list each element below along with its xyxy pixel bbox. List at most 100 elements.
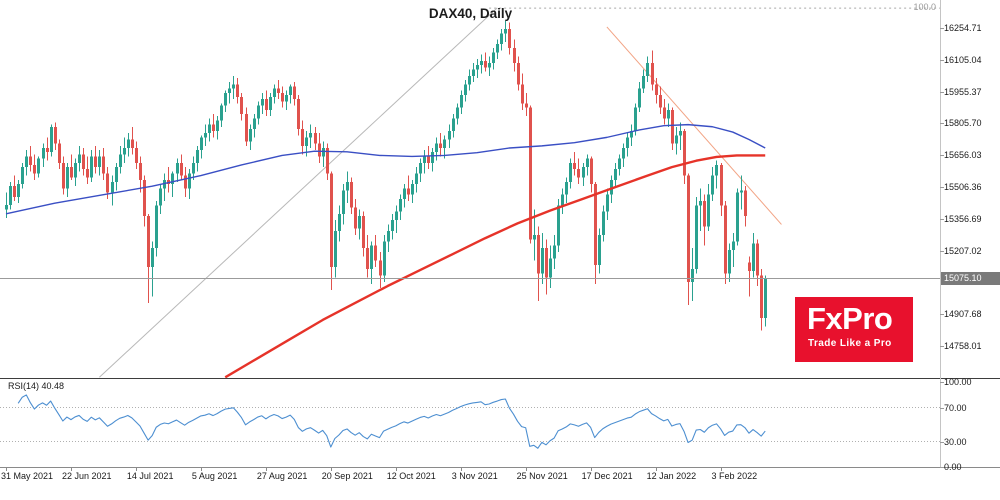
time-axis-label: 20 Sep 2021 [321,471,373,481]
candle-body [748,262,751,272]
candle-body [354,207,357,229]
candle-body [500,33,503,44]
candle-body [281,92,284,102]
ascending-support-trendline[interactable] [99,7,498,378]
candle-body [569,162,572,182]
rsi-line [17,394,766,449]
candle-body [622,147,625,159]
price-tickmark [940,155,944,156]
candle-body [504,29,507,34]
price-tick-label: 15207.02 [944,245,982,256]
candle-body [651,63,654,85]
candle-body [667,109,670,119]
candle-body [703,201,706,227]
candle-body [216,120,219,132]
candle-body [322,147,325,157]
candle-body [309,133,312,138]
time-tickmark [266,467,267,471]
rsi-panel[interactable] [0,379,941,467]
candle-body [683,131,686,176]
candle-body [370,245,373,270]
candle-body [687,175,690,282]
candle-body [476,65,479,70]
candle-body [17,184,20,197]
candle-body [533,235,536,240]
candle-body [196,150,199,163]
price-tickmark [940,187,944,188]
candle-body [374,245,377,261]
price-tickmark [940,219,944,220]
candle-body [695,205,698,270]
fxpro-logo: FxPro Trade Like a Pro [795,297,913,362]
candle-body [468,75,471,85]
candle-body [760,275,763,318]
candle-body [139,162,142,180]
candle-body [176,162,179,174]
ma-red-line[interactable] [224,154,766,379]
candle-body [659,94,662,108]
candle-body [285,94,288,102]
candle-body [54,126,57,144]
candle-body [764,278,767,318]
time-tickmark [721,467,722,471]
candle-body [480,60,483,66]
candle-body [127,139,130,148]
candle-body [184,175,187,189]
candle-body [98,156,101,168]
candle-body [147,215,150,267]
price-tick-label: 15356.69 [944,213,982,224]
candle-body [192,162,195,174]
candle-body [557,205,560,246]
candle-body [326,147,329,174]
candle-body [439,143,442,148]
candle-body [626,137,629,148]
candle-body [204,133,207,138]
candle-body [90,156,93,178]
time-axis-label: 25 Nov 2021 [516,471,568,481]
candle-body [407,188,410,195]
candle-body [111,181,114,193]
candle-body [338,213,341,231]
candle-body [143,179,146,216]
candle-body [5,205,8,210]
candle-body [301,128,304,146]
candle-body [756,243,759,276]
candles-group [5,20,767,331]
candle-body [541,247,544,274]
candle-body [261,99,264,106]
time-axis[interactable]: 31 May 2021 22 Jun 2021 14 Jul 2021 5 Aug 2… [0,467,1000,500]
candle-body [427,156,430,163]
rsi-tick-label: 100.00 [944,377,972,387]
candle-body [362,215,365,248]
candle-body [70,167,73,178]
candle-body [452,118,455,132]
price-tickmark [940,251,944,252]
time-axis-label: 5 Aug 2021 [191,471,238,481]
candle-body [159,188,162,206]
candle-body [448,131,451,140]
candle-body [106,173,109,193]
candle-body [46,147,49,153]
time-tickmark [591,467,592,471]
candle-body [732,241,735,250]
candle-body [224,92,227,106]
candle-body [273,88,276,98]
candle-body [74,162,77,178]
candle-body [724,205,727,274]
main-rsi-separator[interactable] [0,378,1000,379]
price-tick-label: 14758.01 [944,340,982,351]
rsi-tickmark [940,467,944,468]
price-axis-border [940,0,941,467]
rsi-tickmark [940,382,944,383]
price-tick-label: 16254.71 [944,23,982,34]
ma-blue-line[interactable] [5,123,766,215]
price-tick-label: 15955.37 [944,86,982,97]
candle-body [358,215,361,229]
candle-body [582,167,585,178]
rsi-tickmark [940,442,944,443]
candle-body [62,162,65,189]
candle-body [549,258,552,278]
candle-body [671,109,674,144]
candle-body [561,194,564,206]
candlestick-chart[interactable] [0,0,941,379]
